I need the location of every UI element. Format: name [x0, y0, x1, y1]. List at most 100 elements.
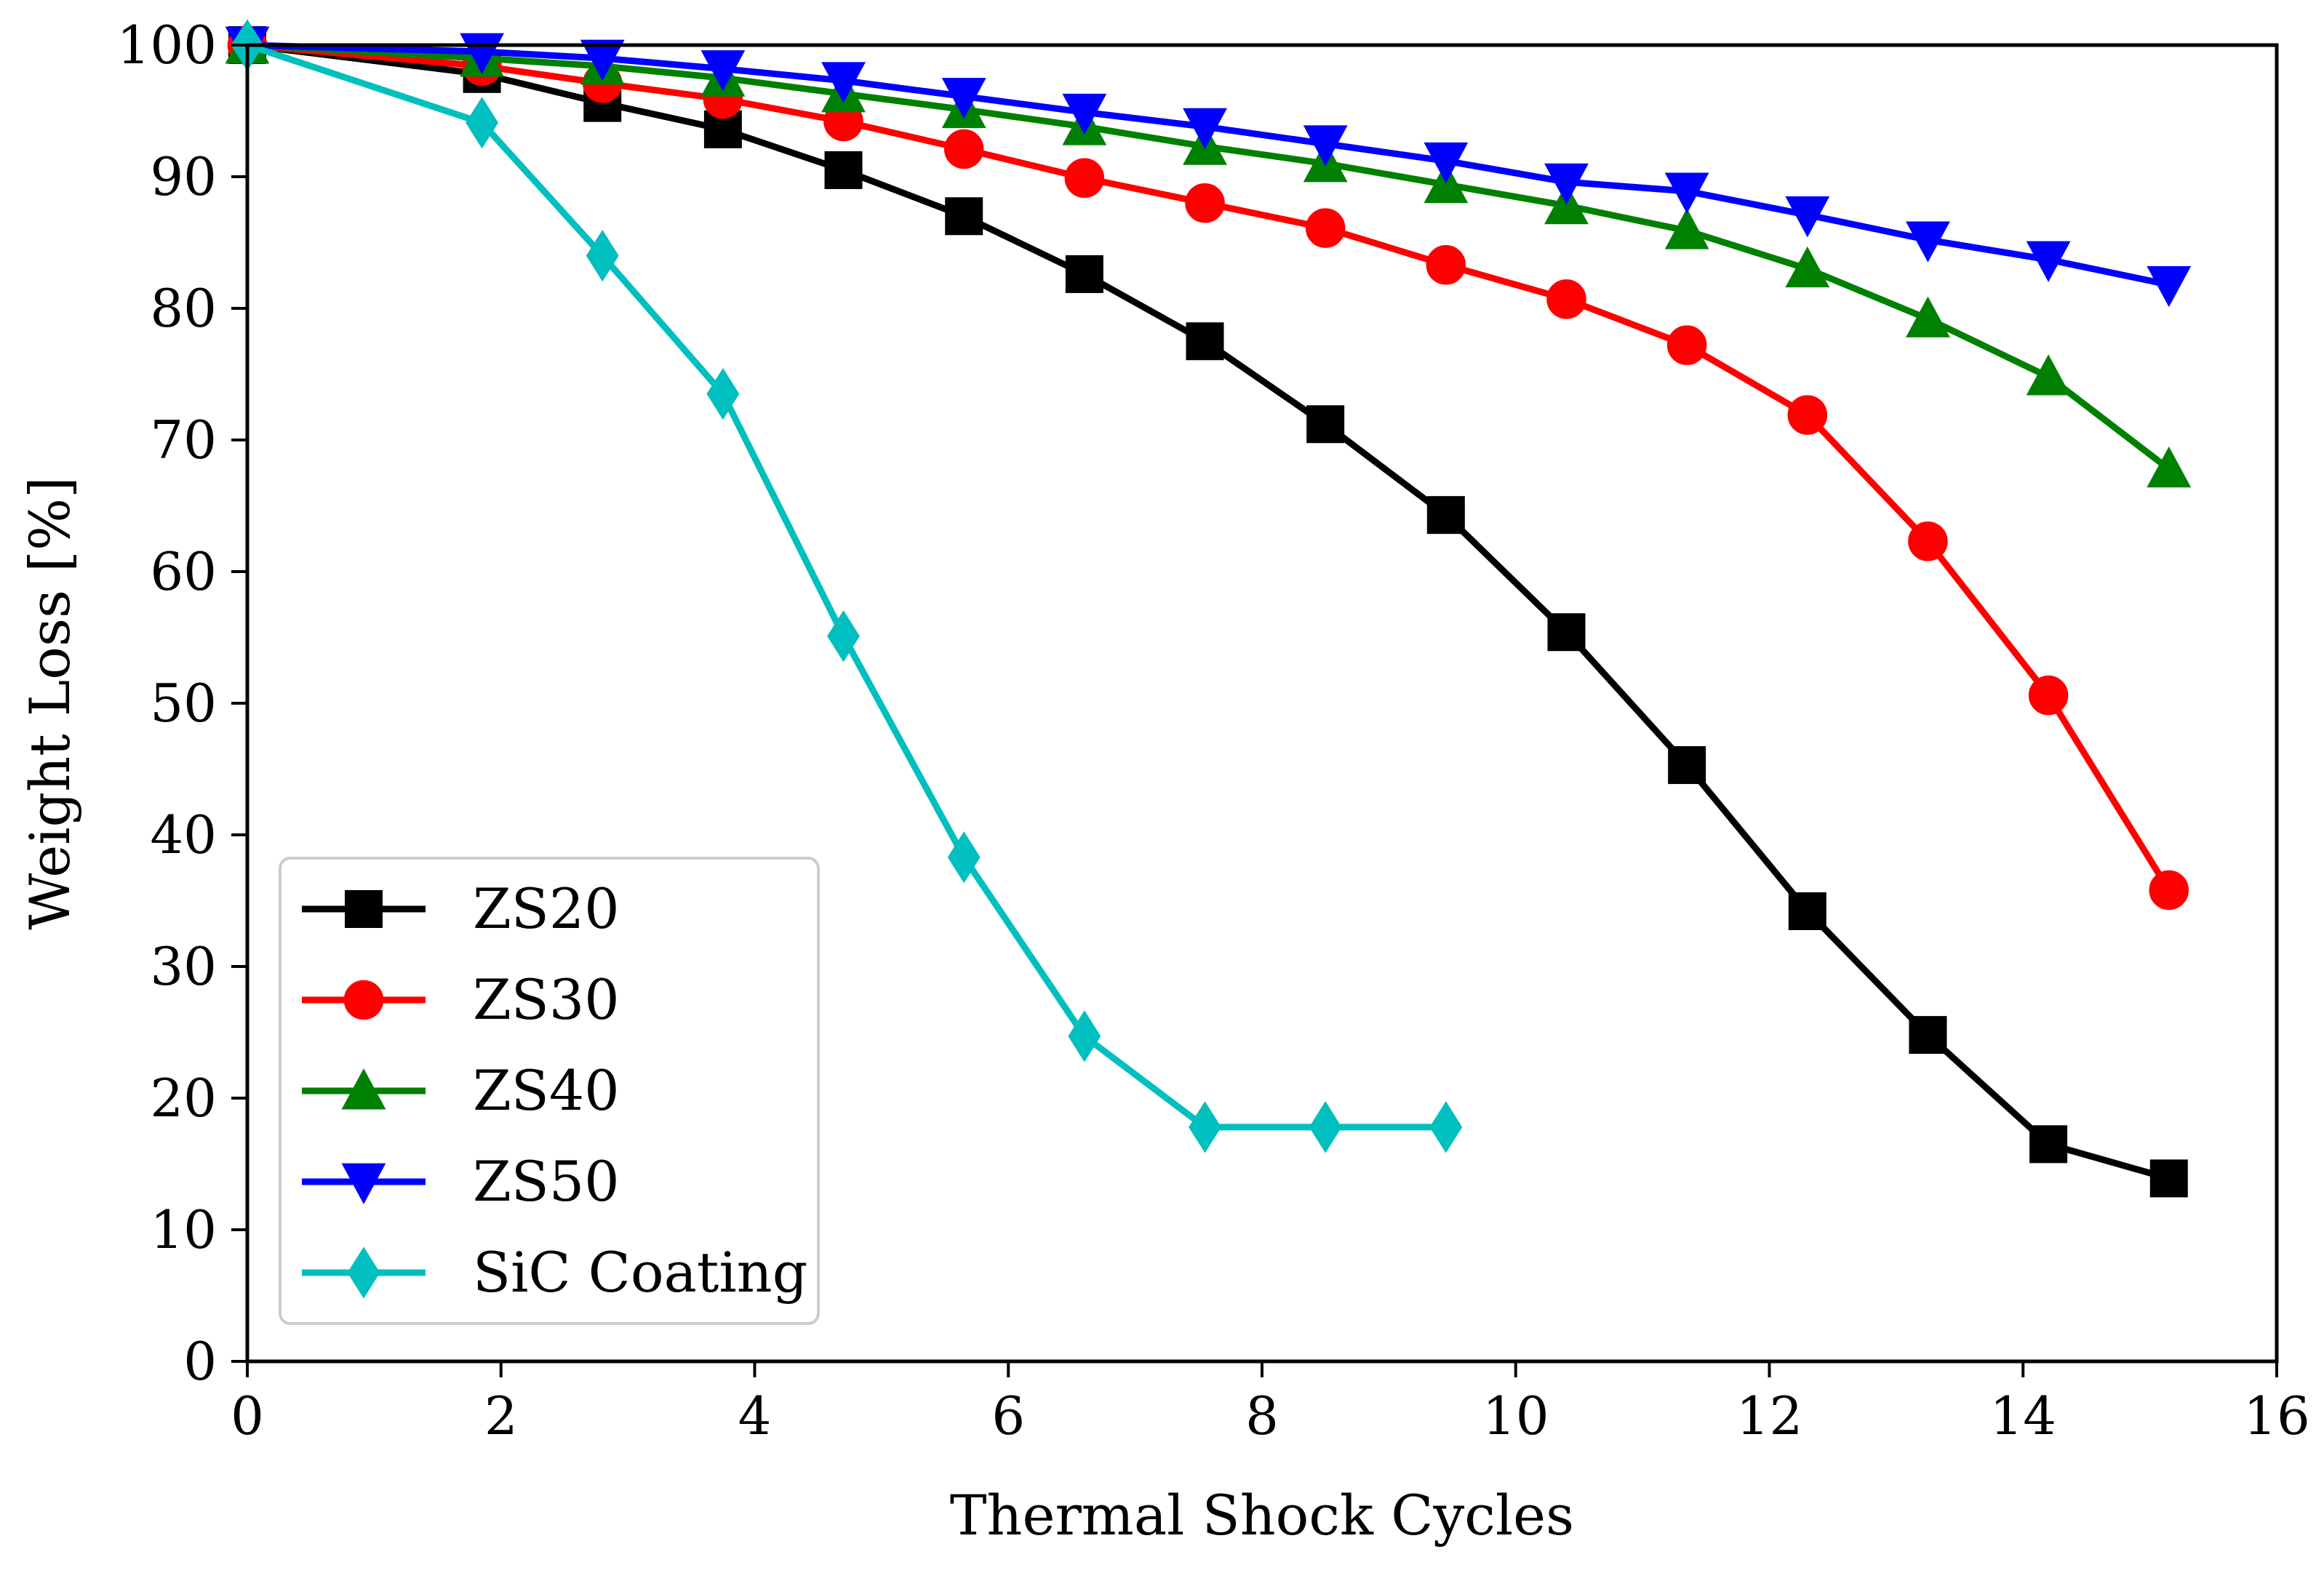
data-point — [1185, 183, 1225, 223]
legend-item: ZS30 — [302, 967, 620, 1032]
y-axis-label: Weight Loss [%] — [17, 476, 82, 929]
data-point — [1785, 196, 1830, 238]
y-tick-label: 100 — [117, 15, 217, 76]
series-line — [246, 41, 1446, 1131]
data-point — [1068, 1010, 1101, 1062]
data-point — [1664, 208, 1709, 249]
data-point — [1785, 246, 1830, 288]
legend-box — [279, 857, 820, 1325]
legend-item: ZS20 — [302, 876, 620, 941]
data-point — [466, 97, 499, 149]
data-point — [1423, 142, 1469, 184]
legend-marker — [345, 890, 383, 928]
y-tick-label: 50 — [150, 673, 217, 734]
data-point — [1309, 1101, 1342, 1153]
data-point — [1666, 325, 1707, 365]
legend-label: ZS30 — [473, 967, 620, 1032]
data-point — [1909, 1016, 1947, 1054]
legend-item: ZS50 — [302, 1149, 620, 1214]
x-axis-label: Thermal Shock Cycles — [950, 1483, 1574, 1548]
legend-item: SiC Coating — [302, 1240, 807, 1305]
legend-label: SiC Coating — [473, 1240, 807, 1305]
y-tick-label: 30 — [150, 936, 217, 997]
legend-marker — [341, 1163, 386, 1204]
data-point — [2147, 446, 2192, 488]
data-point — [2147, 265, 2192, 308]
x-tick-label: 0 — [231, 1385, 264, 1446]
data-point — [2028, 675, 2069, 716]
data-point — [1426, 245, 1466, 285]
y-tick-label: 0 — [183, 1331, 217, 1392]
series-line — [247, 41, 2171, 472]
data-point — [700, 50, 746, 92]
data-point — [824, 151, 863, 189]
data-point — [1668, 746, 1706, 785]
x-tick-label: 6 — [991, 1385, 1025, 1446]
y-tick-label: 10 — [150, 1199, 217, 1260]
y-tick-label: 70 — [150, 409, 217, 471]
data-point — [1306, 405, 1345, 444]
data-point — [2026, 241, 2071, 282]
legend-item: ZS40 — [302, 1058, 620, 1123]
data-point — [1429, 1101, 1463, 1153]
legend-label: ZS20 — [473, 876, 620, 941]
x-tick-label: 4 — [738, 1385, 772, 1446]
x-tick-label: 10 — [1482, 1385, 1549, 1446]
data-point — [1064, 158, 1105, 199]
y-tick-label: 20 — [150, 1068, 217, 1129]
y-tick-label: 60 — [150, 541, 217, 602]
data-point — [945, 197, 983, 236]
series-layer — [225, 19, 2192, 1198]
data-point — [2149, 870, 2189, 910]
x-tick-label: 12 — [1736, 1385, 1803, 1446]
data-point — [1547, 613, 1586, 652]
data-point — [1544, 163, 1589, 205]
series-line — [247, 41, 2170, 288]
legend-label: ZS50 — [473, 1149, 620, 1214]
data-point — [703, 110, 742, 148]
data-point — [1664, 172, 1709, 214]
data-point — [1787, 395, 1828, 435]
data-point — [580, 39, 625, 81]
data-point — [943, 129, 984, 169]
data-point — [2029, 1125, 2068, 1164]
x-tick-label: 8 — [1245, 1385, 1279, 1446]
data-point — [1305, 208, 1346, 248]
y-tick-label: 80 — [150, 278, 217, 339]
legend-label: ZS40 — [473, 1058, 620, 1123]
legend-marker — [341, 1068, 386, 1110]
x-tick-label: 2 — [484, 1385, 518, 1446]
data-point — [1906, 221, 1950, 263]
data-point — [2026, 354, 2071, 396]
data-point — [821, 62, 866, 103]
data-point — [2149, 1159, 2188, 1198]
data-point — [1426, 496, 1465, 535]
y-axis: 0 10 20 30 40 50 60 70 80 90 100 — [117, 15, 247, 1392]
legend: ZS20 ZS30 ZS40 ZS50 SiC Coating — [279, 857, 820, 1325]
data-point — [827, 610, 860, 663]
data-point — [1189, 1101, 1221, 1153]
series-zs50 — [225, 26, 2192, 308]
y-tick-label: 40 — [150, 804, 217, 865]
data-point — [1303, 125, 1348, 167]
data-point — [706, 368, 740, 420]
data-point — [1546, 279, 1586, 319]
data-point — [1908, 521, 1948, 561]
data-point — [1183, 108, 1227, 150]
legend-marker — [343, 980, 384, 1020]
legend-marker — [347, 1246, 380, 1299]
x-axis: 0 2 4 6 8 10 12 14 16 — [231, 1361, 2310, 1446]
data-point — [1906, 296, 1950, 337]
data-point — [1062, 93, 1107, 135]
x-tick-label: 16 — [2243, 1385, 2310, 1446]
series-line — [247, 41, 2172, 892]
data-point — [1065, 255, 1103, 293]
series-line — [247, 41, 2171, 1182]
data-point — [947, 831, 981, 884]
data-point — [586, 229, 619, 282]
data-point — [1186, 322, 1224, 361]
data-point — [941, 78, 986, 119]
y-tick-label: 90 — [150, 146, 217, 207]
